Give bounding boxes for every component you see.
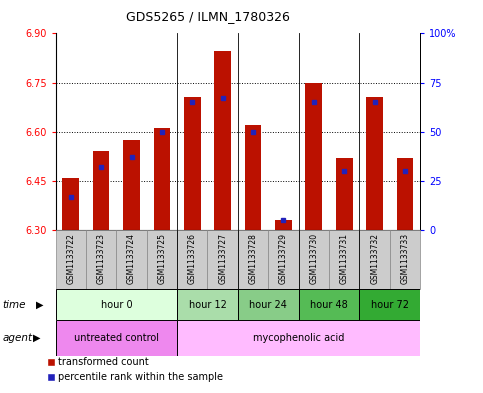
Text: agent: agent (2, 333, 32, 343)
Bar (62, 178, 79, 230)
Bar (93, 151, 110, 230)
Bar (275, 220, 292, 230)
Bar (298, 230, 329, 289)
Text: GSM1133724: GSM1133724 (127, 233, 136, 284)
Text: GSM1133723: GSM1133723 (97, 233, 106, 284)
Bar (177, 230, 208, 289)
Text: ▶: ▶ (33, 333, 41, 343)
Text: mycophenolic acid: mycophenolic acid (253, 333, 344, 343)
Text: hour 12: hour 12 (188, 299, 227, 310)
Text: hour 72: hour 72 (371, 299, 409, 310)
Text: GDS5265 / ILMN_1780326: GDS5265 / ILMN_1780326 (126, 10, 290, 23)
Bar (177, 320, 420, 356)
Bar (56, 320, 177, 356)
Text: GSM1133727: GSM1133727 (218, 233, 227, 284)
Text: untreated control: untreated control (74, 333, 159, 343)
Bar (238, 230, 268, 289)
Text: GSM1133730: GSM1133730 (309, 233, 318, 284)
Bar (154, 129, 170, 230)
Bar (116, 230, 147, 289)
Bar (268, 230, 298, 289)
Bar (123, 140, 140, 230)
Text: GSM1133729: GSM1133729 (279, 233, 288, 284)
Bar (214, 51, 231, 230)
Text: time: time (2, 299, 26, 310)
Bar (397, 158, 413, 230)
Bar (86, 230, 116, 289)
Bar (238, 289, 298, 320)
Bar (359, 289, 420, 320)
Text: GSM1133726: GSM1133726 (188, 233, 197, 284)
Text: GSM1133722: GSM1133722 (66, 233, 75, 284)
Text: GSM1133733: GSM1133733 (400, 233, 410, 284)
Bar (208, 230, 238, 289)
Bar (305, 83, 322, 230)
Bar (56, 289, 177, 320)
Bar (390, 230, 420, 289)
Bar (336, 158, 353, 230)
Text: GSM1133728: GSM1133728 (249, 233, 257, 284)
Bar (298, 289, 359, 320)
Text: GSM1133732: GSM1133732 (370, 233, 379, 284)
Bar (245, 125, 261, 230)
Text: hour 24: hour 24 (249, 299, 287, 310)
Text: GSM1133731: GSM1133731 (340, 233, 349, 284)
Bar (184, 97, 200, 230)
Text: hour 48: hour 48 (310, 299, 348, 310)
Text: ▶: ▶ (36, 299, 44, 310)
Bar (177, 289, 238, 320)
Bar (147, 230, 177, 289)
Bar (366, 97, 383, 230)
Text: hour 0: hour 0 (100, 299, 132, 310)
Bar (359, 230, 390, 289)
Bar (56, 230, 86, 289)
Bar (329, 230, 359, 289)
Text: GSM1133725: GSM1133725 (157, 233, 167, 284)
Legend: transformed count, percentile rank within the sample: transformed count, percentile rank withi… (43, 354, 227, 386)
